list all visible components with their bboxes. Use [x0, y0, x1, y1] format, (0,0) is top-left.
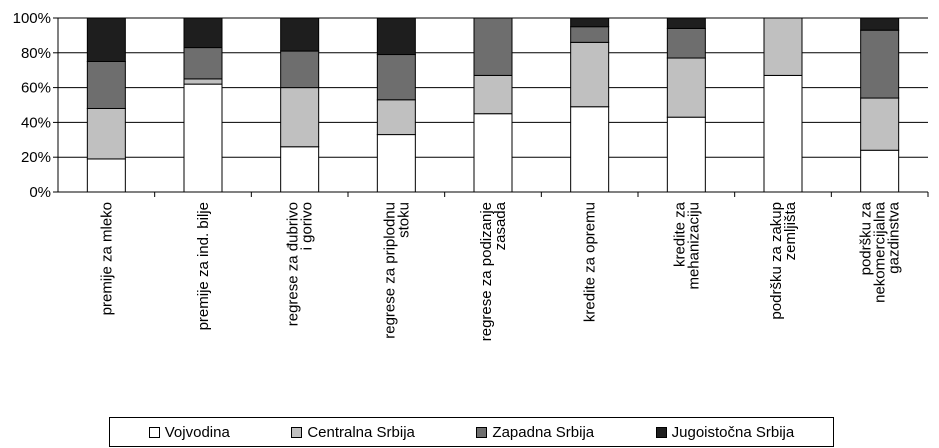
bar-segment: [570, 41, 610, 108]
stacked-bar-chart: 0%20%40%60%80%100% premije za mleko premi…: [13, 10, 929, 341]
legend-label: Zapadna Srbija: [492, 423, 595, 441]
bar-segment: [473, 113, 513, 193]
bar-segment: [666, 27, 706, 59]
bar-segment: [183, 83, 223, 193]
bar-segment: [183, 17, 223, 49]
bar-segment: [280, 146, 320, 193]
bar-segment: [376, 54, 416, 101]
bar-segment: [570, 17, 610, 28]
bar-segment: [860, 97, 900, 151]
legend-item: Vojvodina: [148, 423, 230, 441]
bar-segment: [280, 50, 320, 89]
legend-item: Zapadna Srbija: [476, 424, 594, 441]
bar-segment: [86, 61, 126, 109]
y-tick-labels: 0% 20% 40% 60% 80% 100%: [13, 10, 51, 201]
x-category-label: kredite za: [671, 201, 688, 267]
bar-segment: [183, 47, 223, 80]
x-category-label: podršku za zakup: [768, 202, 785, 320]
x-category-label: podršku za: [858, 201, 875, 275]
y-tick-label: 60%: [21, 80, 51, 97]
legend: Vojvodina Centralna Srbija Zapadna Srbija J…: [109, 417, 834, 447]
bar-segment: [280, 87, 320, 148]
bars-group: [86, 17, 900, 193]
axes-group: [53, 17, 929, 197]
x-category-label: regrese za đubrivo: [285, 202, 302, 326]
bar-segment: [860, 29, 900, 99]
legend-item: Jugoistočna Srbija: [655, 423, 795, 441]
legend-swatch: [148, 426, 160, 438]
x-category-label: mehanizaciju: [685, 202, 702, 290]
bar-segment: [860, 149, 900, 193]
legend-item: Centralna Srbija: [291, 424, 415, 441]
x-category-label: i gorivo: [299, 202, 316, 250]
x-category-label: premije za ind. bilje: [195, 202, 212, 330]
legend-label: Centralna Srbija: [307, 423, 415, 441]
bar-segment: [280, 17, 320, 52]
x-category-label: stoku: [395, 202, 412, 238]
bar-segment: [86, 107, 126, 160]
legend-label: Vojvodina: [164, 423, 230, 441]
bar-segment: [570, 106, 610, 193]
bar-segment: [473, 74, 513, 115]
bar-segment: [183, 78, 223, 85]
bar-segment: [473, 17, 513, 76]
x-category-label: zasada: [492, 201, 509, 250]
bar-segment: [860, 17, 900, 31]
bar-segment: [376, 17, 416, 56]
legend-label: Jugoistočna Srbija: [671, 423, 795, 441]
x-category-label: kredite za opremu: [582, 202, 599, 322]
x-category-label: nekomercijalna: [872, 201, 889, 303]
bar-segment: [763, 17, 803, 76]
x-category-label: regrese za podizanje: [478, 202, 495, 341]
bar-segment: [376, 134, 416, 193]
bar-segment: [763, 74, 803, 193]
y-tick-label: 100%: [13, 10, 51, 27]
legend-swatch: [655, 426, 667, 438]
y-tick-label: 20%: [21, 149, 51, 166]
bar-segment: [86, 158, 126, 193]
bar-segment: [86, 17, 126, 62]
legend-swatch: [476, 426, 488, 438]
bar-segment: [570, 26, 610, 43]
x-category-label: zemljišta: [782, 201, 799, 260]
x-category-label: premije za mleko: [98, 202, 115, 315]
bar-segment: [666, 57, 706, 118]
y-tick-label: 0%: [29, 184, 51, 201]
y-tick-label: 40%: [21, 114, 51, 131]
legend-swatch: [291, 426, 303, 438]
x-category-labels: premije za mleko premije za ind. bilje reg…: [98, 201, 902, 341]
bar-segment: [376, 99, 416, 136]
x-category-label: gazdinstva: [886, 201, 903, 273]
bar-segment: [666, 17, 706, 29]
y-tick-label: 80%: [21, 45, 51, 62]
x-category-label: regrese za priplodnu: [381, 202, 398, 339]
bar-segment: [666, 116, 706, 193]
